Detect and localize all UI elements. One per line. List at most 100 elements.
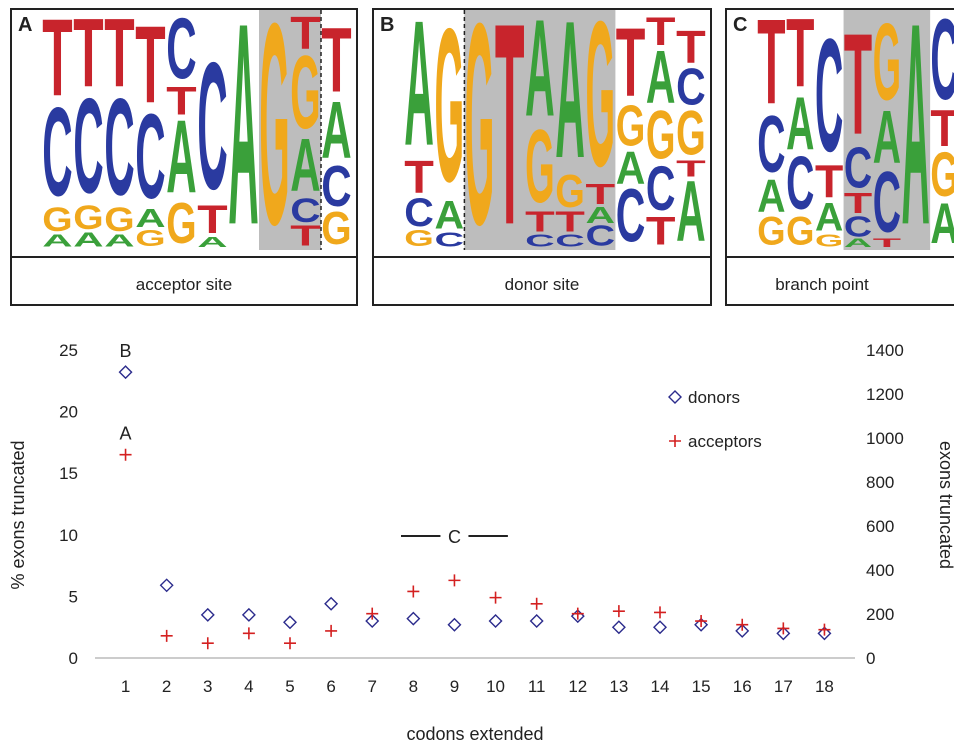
logo-letter-c: C bbox=[435, 228, 465, 250]
point-acceptors bbox=[777, 622, 790, 635]
y-axis-right: 0 200 400 600 800 1000 1200 1400 bbox=[866, 341, 904, 668]
x-tick-label: 11 bbox=[528, 677, 546, 696]
x-tick-label: 16 bbox=[733, 677, 752, 696]
logo-letter-c: C bbox=[873, 154, 901, 250]
point-donors bbox=[406, 611, 421, 626]
logo-letter-t: T bbox=[646, 209, 676, 250]
y-tick-label-right: 400 bbox=[866, 561, 894, 580]
y-tick-label-right: 1200 bbox=[866, 385, 904, 404]
logo-letter-c: C bbox=[844, 211, 872, 243]
logo-letter-c: C bbox=[786, 141, 814, 225]
logo-letter-g: G bbox=[525, 108, 555, 225]
logo-letter-g: G bbox=[616, 95, 646, 159]
x-tick-label: 14 bbox=[651, 677, 670, 696]
point-acceptors bbox=[654, 606, 666, 619]
logo-letter-t: T bbox=[676, 22, 706, 74]
logo-letter-a: A bbox=[197, 234, 227, 250]
logo-letter-t: T bbox=[873, 237, 902, 250]
logo-letter-c: C bbox=[757, 100, 785, 189]
logo-letter-g: G bbox=[166, 192, 196, 250]
logo-letter-c: C bbox=[321, 153, 351, 218]
logo-letter-g: G bbox=[404, 226, 434, 250]
caption-donor-site: donor site bbox=[504, 275, 580, 294]
logo-letter-t: T bbox=[844, 188, 873, 220]
point-donors bbox=[200, 607, 215, 622]
x-tick-label: 7 bbox=[367, 677, 376, 696]
logo-letter-g: G bbox=[786, 209, 814, 250]
x-tick-label: 5 bbox=[285, 677, 294, 696]
point-donors bbox=[817, 626, 832, 641]
logo-letter-a: A bbox=[930, 192, 954, 250]
logo-divider bbox=[12, 256, 356, 258]
logo-letter-c: C bbox=[135, 90, 165, 225]
y-tick-label-right: 0 bbox=[866, 649, 875, 668]
x-tick-label: 17 bbox=[774, 677, 793, 696]
annotation-c: C bbox=[448, 527, 461, 547]
logo-letter-c: C bbox=[815, 10, 843, 185]
logo-letter-a: A bbox=[616, 144, 646, 195]
point-donors bbox=[694, 617, 709, 632]
logo-letter-t: T bbox=[525, 206, 555, 238]
point-donors bbox=[488, 614, 503, 629]
logo-letter-c: C bbox=[930, 10, 954, 124]
logo-letter-a: A bbox=[646, 34, 676, 118]
point-acceptors bbox=[160, 629, 173, 642]
x-tick-label: 10 bbox=[486, 677, 505, 696]
logo-branch: GACTGCATGATCACTCTTCAGAAGTC bbox=[757, 10, 954, 250]
annotations: B A C bbox=[120, 341, 508, 547]
logo-letter-g: G bbox=[104, 200, 134, 238]
logo-letter-c: C bbox=[555, 231, 585, 250]
logo-letter-g: G bbox=[435, 10, 465, 228]
logo-letter-g: G bbox=[586, 10, 616, 210]
logo-letter-a: A bbox=[228, 10, 258, 250]
y-tick-label-right: 800 bbox=[866, 473, 894, 492]
logo-letter-a: A bbox=[873, 95, 901, 179]
x-tick-label: 3 bbox=[203, 677, 212, 696]
logo-letter-t: T bbox=[290, 10, 320, 60]
logo-letter-g: G bbox=[290, 34, 320, 150]
logo-letter-t: T bbox=[616, 10, 646, 117]
logo-highlight bbox=[843, 10, 931, 250]
point-donors bbox=[735, 623, 750, 638]
point-acceptors bbox=[571, 607, 584, 620]
logo-letter-g: G bbox=[815, 231, 843, 250]
logo-letter-t: T bbox=[197, 196, 228, 241]
point-donors bbox=[241, 607, 256, 622]
logo-letter-c: C bbox=[290, 191, 320, 230]
logo-letter-t: T bbox=[757, 10, 785, 130]
logo-letter-a: A bbox=[902, 10, 930, 250]
caption-acceptor-site: acceptor site bbox=[135, 275, 233, 294]
x-tick-label: 18 bbox=[815, 677, 834, 696]
logo-letter-a: A bbox=[757, 171, 785, 223]
logo-letter-c: C bbox=[525, 231, 555, 250]
logo-letter-a: A bbox=[815, 195, 843, 240]
y-tick-label-left: 25 bbox=[59, 341, 78, 360]
logo-letter-a: A bbox=[586, 203, 616, 229]
y-tick-label-right: 600 bbox=[866, 517, 894, 536]
logo-letter-a: A bbox=[844, 237, 872, 250]
logo-letter-g: G bbox=[873, 10, 901, 124]
logo-letter-t: T bbox=[495, 10, 525, 250]
logo-letter-g: G bbox=[465, 10, 495, 250]
logo-letter-t: T bbox=[586, 179, 616, 211]
logo-letter-t: T bbox=[930, 101, 954, 158]
point-acceptors bbox=[818, 623, 831, 636]
point-acceptors bbox=[201, 637, 214, 650]
point-acceptors bbox=[242, 627, 255, 640]
logo-letter-c: C bbox=[844, 136, 872, 200]
logo-letter-t: T bbox=[676, 156, 706, 181]
logo-letter-c: C bbox=[166, 10, 196, 97]
y-tick-label-left: 0 bbox=[69, 649, 78, 668]
data-marks bbox=[118, 365, 832, 650]
logo-letter-g: G bbox=[555, 166, 585, 217]
legend-label-acceptors: acceptors bbox=[688, 432, 762, 451]
logo-letter-g: G bbox=[646, 97, 676, 174]
logo-letter-c: C bbox=[404, 189, 434, 235]
panel-letter-a: A bbox=[18, 14, 33, 36]
y-tick-label-left: 10 bbox=[59, 526, 78, 545]
x-tick-label: 1 bbox=[121, 677, 130, 696]
y-tick-label-left: 15 bbox=[59, 464, 78, 483]
